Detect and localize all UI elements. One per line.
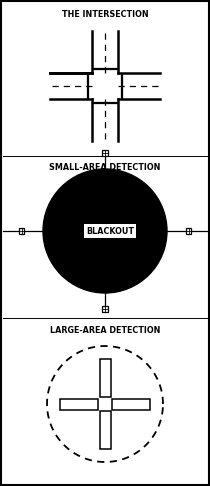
Text: THE INTERSECTION: THE INTERSECTION bbox=[62, 10, 148, 19]
Bar bbox=[112, 399, 150, 410]
Bar bbox=[100, 359, 110, 397]
Bar bbox=[102, 306, 108, 312]
Bar bbox=[102, 151, 108, 156]
Text: SMALL-AREA DETECTION: SMALL-AREA DETECTION bbox=[49, 163, 161, 172]
Bar bbox=[186, 228, 191, 234]
Circle shape bbox=[43, 169, 167, 293]
Bar bbox=[100, 411, 110, 449]
Bar bbox=[60, 399, 98, 410]
Text: BLACKOUT: BLACKOUT bbox=[86, 226, 134, 236]
Bar bbox=[19, 228, 24, 234]
Text: LARGE-AREA DETECTION: LARGE-AREA DETECTION bbox=[50, 326, 160, 335]
